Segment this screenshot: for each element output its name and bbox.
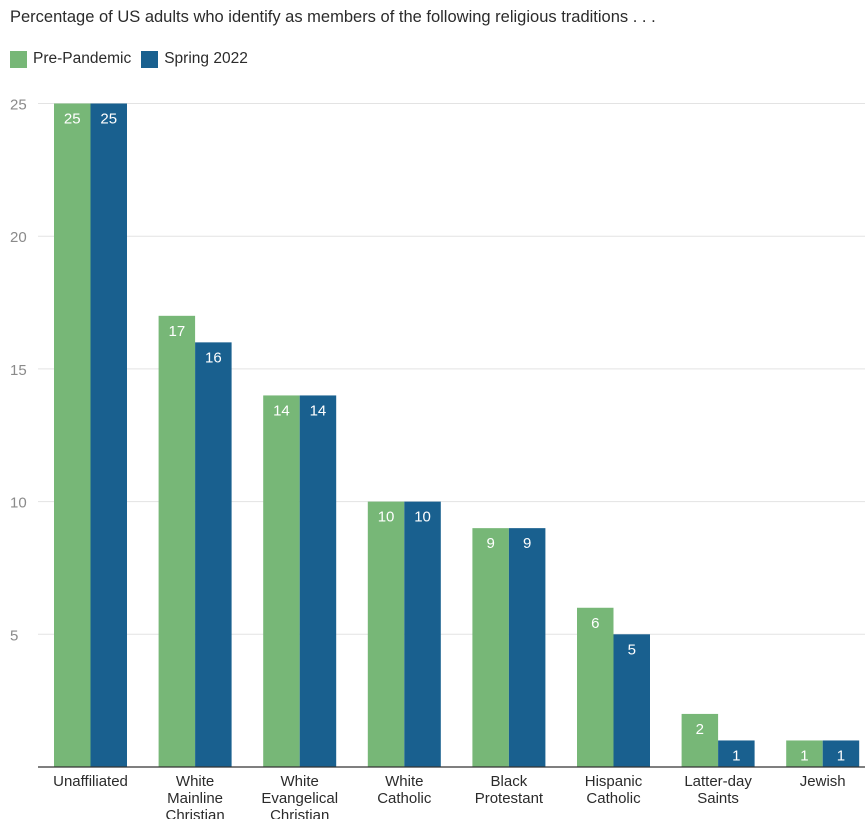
x-tick-label: Christian [270, 807, 329, 819]
y-tick-label: 25 [10, 97, 27, 114]
legend-item-spring-2022[interactable]: Spring 2022 [141, 50, 248, 68]
bar [613, 634, 650, 767]
x-tick-label: Jewish [800, 773, 846, 790]
data-label: 14 [273, 402, 290, 419]
data-label: 1 [800, 747, 808, 764]
bar [822, 740, 860, 767]
bar [299, 395, 337, 767]
bar [404, 501, 441, 767]
data-label: 1 [837, 747, 845, 764]
bar [718, 740, 755, 767]
x-tick-label: White [385, 773, 423, 790]
bar [54, 103, 91, 767]
data-label: 5 [628, 641, 636, 658]
y-tick-label: 15 [10, 362, 27, 379]
x-tick-label: Protestant [475, 790, 544, 807]
data-label: 25 [64, 111, 81, 128]
data-label: 1 [732, 747, 740, 764]
data-label: 10 [378, 509, 395, 526]
bar [577, 607, 614, 767]
legend-swatch-pre-pandemic [10, 50, 27, 68]
data-label: 9 [486, 535, 494, 552]
data-label: 6 [591, 615, 599, 632]
x-tick-label: Christian [166, 807, 225, 819]
bar [367, 501, 405, 767]
y-tick-label: 10 [10, 495, 27, 512]
y-tick-label: 20 [10, 229, 27, 246]
legend-label-pre-pandemic: Pre-Pandemic [33, 50, 132, 67]
data-label: 17 [169, 323, 186, 340]
legend-label-spring-2022: Spring 2022 [164, 50, 248, 67]
bar [472, 528, 509, 767]
bar [195, 342, 232, 767]
bar [786, 740, 823, 767]
legend-item-pre-pandemic[interactable]: Pre-Pandemic [10, 50, 131, 68]
bar [263, 395, 300, 767]
bar [681, 713, 719, 767]
data-label: 10 [414, 509, 431, 526]
x-tick-label: Catholic [377, 790, 432, 807]
x-tick-label: Mainline [167, 790, 223, 807]
x-tick-label: Unaffiliated [53, 773, 128, 790]
data-label: 25 [100, 111, 117, 128]
chart-title: Percentage of US adults who identify as … [10, 8, 656, 26]
data-label: 9 [523, 535, 531, 552]
x-tick-label: Evangelical [261, 790, 338, 807]
legend: Pre-Pandemic Spring 2022 [10, 50, 258, 68]
y-tick-label: 5 [10, 627, 18, 644]
x-tick-label: Latter-day [684, 773, 752, 790]
x-tick-label: Hispanic [585, 773, 643, 790]
x-tick-label: Saints [697, 790, 739, 807]
legend-swatch-spring-2022 [141, 50, 159, 68]
data-label: 16 [205, 349, 222, 366]
x-tick-label: White [281, 773, 319, 790]
x-tick-label: White [176, 773, 214, 790]
x-tick-label: Catholic [586, 790, 641, 807]
bar [90, 103, 127, 767]
x-tick-label: Black [491, 773, 528, 790]
bar [158, 315, 196, 767]
data-label: 14 [310, 402, 327, 419]
data-label: 2 [696, 721, 704, 738]
bar [508, 528, 546, 767]
